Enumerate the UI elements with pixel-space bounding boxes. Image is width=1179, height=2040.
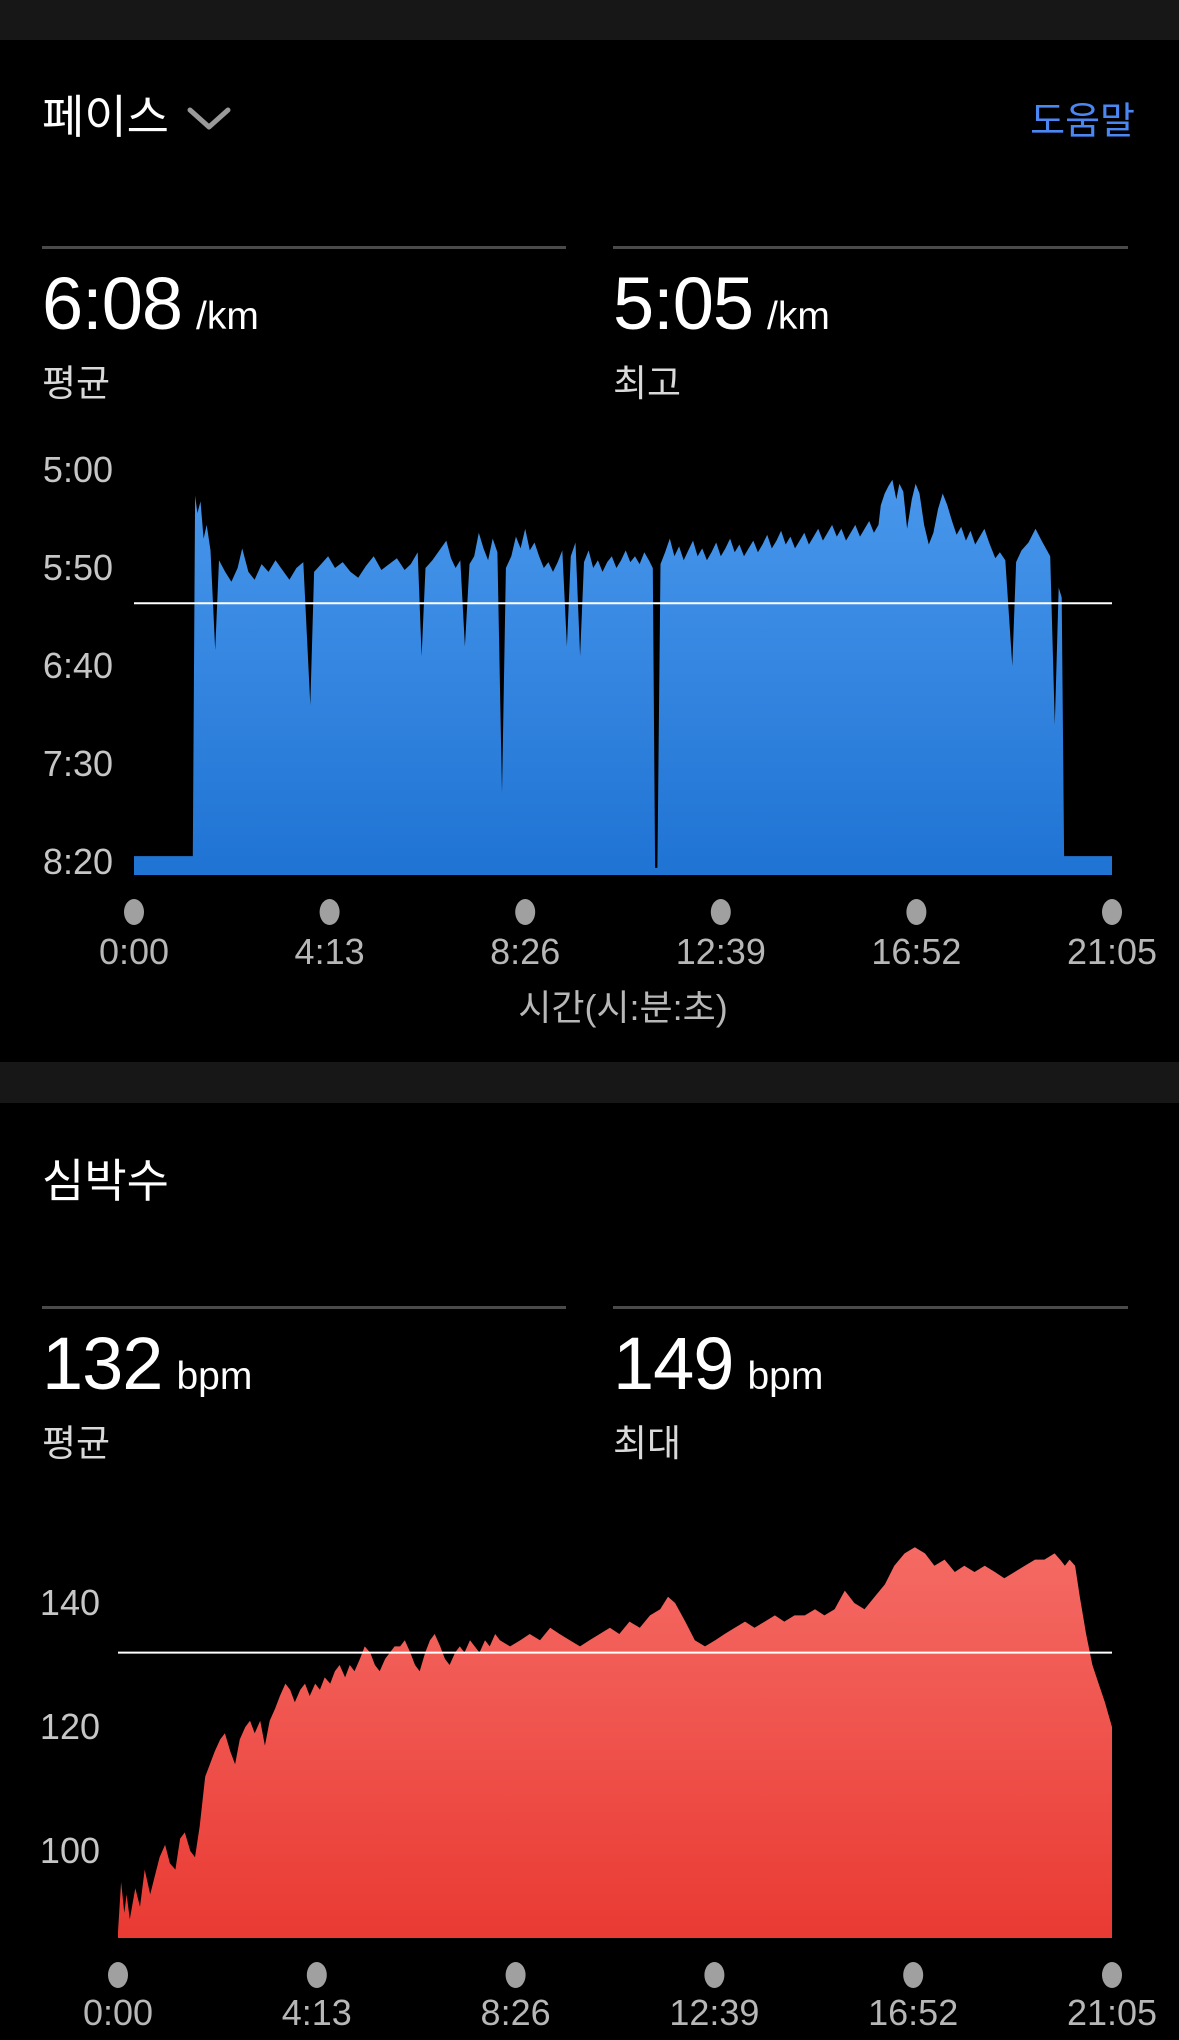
- pace-help-link[interactable]: 도움말: [1030, 101, 1135, 143]
- chevron-down-icon: [187, 106, 231, 137]
- hr-max-stat: 149 bpm 최대: [613, 1306, 1128, 1467]
- axis-dot: [124, 899, 144, 925]
- hr-area-series: [118, 1547, 1112, 1938]
- hr-y-tick-label: 120: [40, 1706, 100, 1747]
- hr-average-stat: 132 bpm 평균: [42, 1306, 566, 1467]
- hr-average-value: 132: [42, 1322, 163, 1405]
- pace-x-tick-label: 4:13: [295, 931, 365, 972]
- pace-y-tick-label: 5:00: [43, 449, 113, 490]
- top-divider-strip: [0, 0, 1179, 40]
- pace-y-tick-label: 6:40: [43, 645, 113, 686]
- axis-dot: [1102, 1962, 1122, 1988]
- pace-y-tick-label: 5:50: [43, 547, 113, 588]
- axis-dot: [319, 899, 340, 925]
- hr-max-value: 149: [613, 1322, 734, 1405]
- hr-chart[interactable]: 140 120 100 0:00 4:13 8:26 12:39 16:52 21:05: [0, 1520, 1179, 2040]
- pace-best-value: 5:05: [613, 262, 754, 345]
- pace-x-tick-label: 0:00: [99, 931, 169, 972]
- pace-section-title: 페이스: [42, 91, 169, 143]
- pace-x-tick-label: 8:26: [490, 931, 560, 972]
- axis-dot: [906, 899, 927, 925]
- hr-section-header: 심박수: [42, 1156, 169, 1207]
- hr-max-label: 최대: [613, 1422, 682, 1464]
- axis-dot: [108, 1962, 128, 1988]
- hr-average-label: 평균: [42, 1422, 111, 1464]
- hr-section-title: 심박수: [42, 1155, 169, 1207]
- hr-x-tick-label: 4:13: [282, 1992, 352, 2033]
- axis-dot: [1102, 899, 1122, 925]
- hr-average-unit: bpm: [176, 1355, 253, 1398]
- hr-x-tick-label: 8:26: [481, 1992, 551, 2033]
- axis-dot: [505, 1962, 526, 1988]
- hr-x-tick-label: 0:00: [83, 1992, 153, 2033]
- axis-dot: [704, 1962, 725, 1988]
- pace-best-label: 최고: [613, 362, 682, 404]
- pace-average-label: 평균: [42, 362, 111, 404]
- axis-dot: [903, 1962, 924, 1988]
- axis-dot: [710, 899, 731, 925]
- section-divider-strip: [0, 1062, 1179, 1103]
- pace-metric-selector[interactable]: 페이스: [42, 92, 231, 143]
- pace-average-unit: /km: [196, 295, 259, 338]
- pace-x-tick-label: 12:39: [676, 931, 766, 972]
- pace-y-tick-label: 7:30: [43, 743, 113, 784]
- pace-best-unit: /km: [767, 295, 830, 338]
- pace-chart[interactable]: 5:00 5:50 6:40 7:30 8:20 0:00 4:13 8:26 12:39 16:…: [0, 430, 1179, 1030]
- pace-x-tick-label: 21:05: [1067, 931, 1157, 972]
- pace-average-value: 6:08: [42, 262, 183, 345]
- hr-x-tick-label: 21:05: [1067, 1992, 1157, 2033]
- pace-x-tick-label: 16:52: [871, 931, 961, 972]
- pace-axis-title: 시간(시:분:초): [518, 987, 728, 1028]
- hr-x-tick-label: 12:39: [669, 1992, 759, 2033]
- pace-best-stat: 5:05 /km 최고: [613, 246, 1128, 407]
- pace-average-stat: 6:08 /km 평균: [42, 246, 566, 407]
- hr-y-tick-label: 100: [40, 1830, 100, 1871]
- axis-dot: [515, 899, 536, 925]
- hr-y-tick-label: 140: [40, 1582, 100, 1623]
- hr-x-tick-label: 16:52: [868, 1992, 958, 2033]
- hr-max-unit: bpm: [747, 1355, 824, 1398]
- pace-area-series: [134, 479, 1112, 875]
- axis-dot: [306, 1962, 327, 1988]
- pace-y-tick-label: 8:20: [43, 841, 113, 882]
